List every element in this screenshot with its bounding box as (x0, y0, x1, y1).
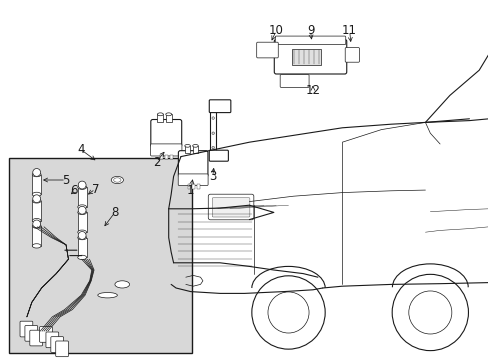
Ellipse shape (78, 255, 86, 260)
Ellipse shape (111, 176, 123, 184)
Text: 2: 2 (152, 156, 160, 168)
Text: 4: 4 (77, 143, 84, 156)
Text: 5: 5 (62, 174, 70, 186)
FancyBboxPatch shape (178, 151, 207, 177)
Ellipse shape (32, 244, 41, 248)
Bar (9, 158, 192, 353)
FancyBboxPatch shape (209, 150, 228, 161)
Bar (32, 175, 41, 194)
Text: 7: 7 (91, 183, 99, 195)
Bar (78, 212, 86, 232)
FancyBboxPatch shape (150, 144, 182, 156)
Circle shape (78, 181, 86, 189)
FancyBboxPatch shape (150, 120, 182, 147)
FancyBboxPatch shape (25, 325, 38, 341)
Circle shape (78, 206, 86, 214)
Circle shape (33, 168, 41, 176)
FancyBboxPatch shape (40, 327, 52, 342)
FancyBboxPatch shape (274, 39, 346, 74)
Ellipse shape (78, 205, 86, 209)
Ellipse shape (98, 292, 117, 298)
Ellipse shape (78, 185, 86, 189)
Circle shape (33, 195, 41, 203)
Circle shape (211, 117, 214, 120)
Circle shape (211, 132, 214, 134)
FancyBboxPatch shape (209, 100, 230, 113)
Bar (170, 155, 173, 159)
FancyBboxPatch shape (46, 332, 59, 348)
Bar (160, 155, 163, 159)
FancyBboxPatch shape (30, 330, 42, 346)
Text: 8: 8 (111, 206, 119, 219)
Ellipse shape (157, 113, 163, 116)
Ellipse shape (115, 281, 129, 288)
FancyBboxPatch shape (280, 75, 308, 87)
FancyBboxPatch shape (275, 36, 345, 45)
FancyBboxPatch shape (178, 174, 208, 185)
Ellipse shape (32, 192, 41, 197)
Bar (157, 114, 163, 122)
Bar (291, 49, 321, 65)
Ellipse shape (32, 172, 41, 177)
Ellipse shape (113, 178, 121, 182)
Ellipse shape (184, 144, 190, 147)
Ellipse shape (32, 219, 41, 223)
Bar (210, 101, 216, 160)
Bar (184, 146, 190, 153)
Bar (187, 184, 190, 189)
Circle shape (78, 231, 86, 239)
Circle shape (33, 220, 41, 228)
Bar (32, 226, 41, 246)
Circle shape (211, 147, 214, 149)
Text: 12: 12 (305, 84, 320, 96)
FancyBboxPatch shape (20, 321, 33, 337)
Ellipse shape (78, 210, 86, 215)
FancyBboxPatch shape (51, 337, 63, 352)
Bar (192, 146, 198, 153)
Bar (197, 184, 199, 189)
Text: 9: 9 (306, 24, 314, 37)
FancyBboxPatch shape (56, 341, 68, 357)
FancyBboxPatch shape (345, 48, 359, 62)
Text: 3: 3 (208, 170, 216, 183)
Bar (192, 184, 195, 189)
FancyBboxPatch shape (256, 42, 278, 58)
Ellipse shape (32, 199, 41, 203)
Bar (78, 187, 86, 207)
Bar (32, 201, 41, 221)
FancyBboxPatch shape (208, 194, 253, 220)
Ellipse shape (32, 224, 41, 228)
Bar (165, 155, 168, 159)
Text: 6: 6 (70, 184, 78, 197)
Text: 11: 11 (342, 24, 356, 37)
Ellipse shape (78, 230, 86, 234)
Text: 10: 10 (268, 24, 283, 37)
Ellipse shape (78, 235, 86, 240)
Bar (78, 238, 86, 257)
FancyBboxPatch shape (212, 198, 249, 217)
Bar (165, 114, 171, 122)
Ellipse shape (165, 113, 171, 116)
Ellipse shape (192, 144, 198, 147)
Text: 1: 1 (186, 184, 194, 197)
